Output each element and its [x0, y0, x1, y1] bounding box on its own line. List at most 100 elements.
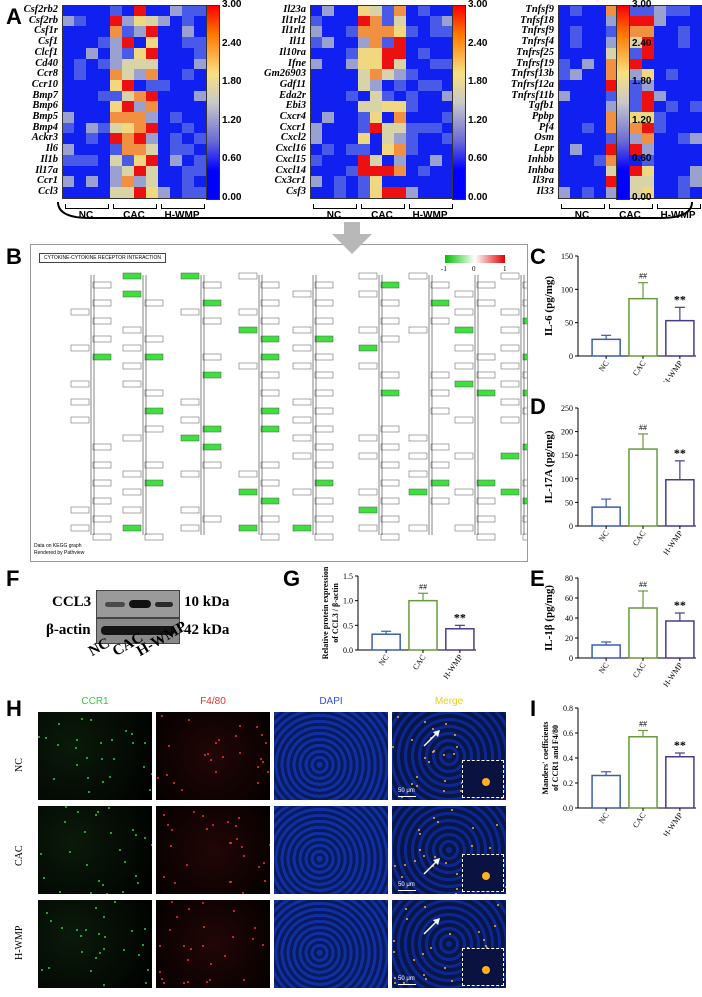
- heatmap-cell: [406, 154, 418, 166]
- gene-label: Lepr: [533, 143, 554, 155]
- heatmap-cell: [182, 101, 194, 113]
- significance-mark: **: [454, 610, 466, 624]
- heatmap-cell: [394, 176, 406, 188]
- heatmap-cell: [394, 101, 406, 113]
- y-tick-label: 0.6: [563, 729, 573, 738]
- colorbar-tick: 1.20: [222, 114, 242, 126]
- fluorescence-dot: [58, 723, 61, 725]
- heatmap-cell: [194, 176, 206, 188]
- heatmap-cell: [678, 58, 690, 70]
- y-tick-label: 0.2: [563, 779, 573, 788]
- gene-label: Csf1: [38, 36, 58, 48]
- heatmap-cell: [74, 90, 86, 102]
- fluorescence-dot: [123, 860, 126, 863]
- heatmap-cell: [382, 5, 394, 17]
- heatmap-cell: [310, 5, 322, 17]
- y-tick-label: 100: [561, 285, 573, 294]
- gene-label: Gm26903: [264, 68, 306, 80]
- fluorescence-dot: [88, 790, 91, 793]
- heatmap-cell: [158, 37, 170, 49]
- fluorescence-dot: [392, 746, 395, 749]
- heatmap-cell: [430, 154, 442, 166]
- fluorescence-dot: [97, 933, 100, 936]
- heatmap-cell: [310, 186, 322, 199]
- heatmap-cell: [406, 47, 418, 59]
- heatmap-cell: [346, 165, 358, 177]
- heatmap-cell: [430, 79, 442, 92]
- heatmap-cell: [382, 186, 394, 199]
- heatmap-cell: [594, 101, 606, 113]
- fluorescence-dot: [413, 859, 416, 862]
- fluorescence-dot: [443, 967, 446, 970]
- heatmap-cell: [394, 133, 406, 145]
- heatmap-cell: [394, 69, 406, 81]
- heatmap-cell: [334, 112, 346, 124]
- fluorescence-dot: [75, 764, 78, 767]
- y-tick-label: 0.0: [343, 646, 353, 655]
- heatmap-cell: [182, 133, 194, 145]
- arrow-icon: [423, 730, 440, 747]
- colorbar-tick: 3.00: [632, 0, 652, 10]
- heatmap-cell: [146, 79, 158, 92]
- fluorescence-dot: [103, 936, 106, 939]
- fluorescence-dot: [131, 732, 134, 735]
- heatmap-cell: [358, 176, 370, 188]
- heatmap-cell: [194, 154, 206, 166]
- heatmap-cell: [194, 144, 206, 156]
- heatmap-cell: [642, 47, 654, 59]
- heatmap-cell: [582, 133, 594, 145]
- heatmap-cell: [594, 186, 606, 199]
- heatmap-cell: [606, 165, 618, 177]
- fluorescence-dot: [138, 953, 141, 956]
- significance-mark: ##: [639, 720, 647, 729]
- colorbar: [616, 5, 630, 200]
- heatmap-cell: [430, 15, 442, 27]
- heatmap-cell: [310, 122, 322, 134]
- heatmap-cell: [74, 133, 86, 145]
- heatmap-cell: [170, 101, 182, 113]
- heatmap-cell: [334, 176, 346, 188]
- heatmap-cell: [370, 37, 382, 49]
- heatmap-cell: [678, 101, 690, 113]
- heatmap-cell: [654, 69, 666, 81]
- heatmap-cell: [442, 26, 454, 38]
- heatmap-cell: [194, 165, 206, 177]
- y-axis-label: IL-1β (pg/mg): [543, 585, 555, 651]
- heatmap-cell: [110, 47, 122, 59]
- heatmap-cell: [62, 122, 74, 134]
- colorbar-tick: 0.60: [222, 153, 242, 165]
- heatmap-cell: [110, 186, 122, 199]
- heatmap-cell: [370, 112, 382, 124]
- fluorescence-dot: [192, 810, 195, 813]
- heatmap-cell: [606, 154, 618, 166]
- kegg-legend-mid: 0: [472, 265, 476, 273]
- gene-label: Il1b: [40, 153, 58, 165]
- heatmap-cell: [62, 37, 74, 49]
- heatmap-cell: [322, 133, 334, 145]
- heatmap-cell: [86, 154, 98, 166]
- heatmap-cell: [690, 112, 702, 124]
- x-tick-label: NC: [377, 653, 391, 667]
- heatmap-cell: [98, 26, 110, 38]
- heatmap-cell: [570, 79, 582, 92]
- heatmap-cell: [98, 47, 110, 59]
- heatmap-cell: [606, 122, 618, 134]
- gene-label: Tnfrsf13b: [510, 68, 554, 80]
- heatmap-cell: [630, 47, 642, 59]
- heatmap-cell: [370, 133, 382, 145]
- heatmap-cell: [98, 133, 110, 145]
- x-tick-label: NC: [597, 811, 611, 825]
- bar: [665, 756, 695, 809]
- heatmap-cell: [666, 79, 678, 92]
- heatmap-cell: [558, 90, 570, 102]
- heatmap-cell: [310, 112, 322, 124]
- heatmap-cell: [630, 154, 642, 166]
- gene-label: Tnfrsf4: [521, 36, 554, 48]
- heatmap-cell: [678, 144, 690, 156]
- heatmap-cell: [642, 154, 654, 166]
- kegg-legend-max: 1: [503, 265, 507, 273]
- fluorescence-dot: [105, 893, 108, 894]
- heatmap-cell: [606, 133, 618, 145]
- gene-label: Gdf11: [279, 78, 306, 90]
- heatmap-cell: [570, 176, 582, 188]
